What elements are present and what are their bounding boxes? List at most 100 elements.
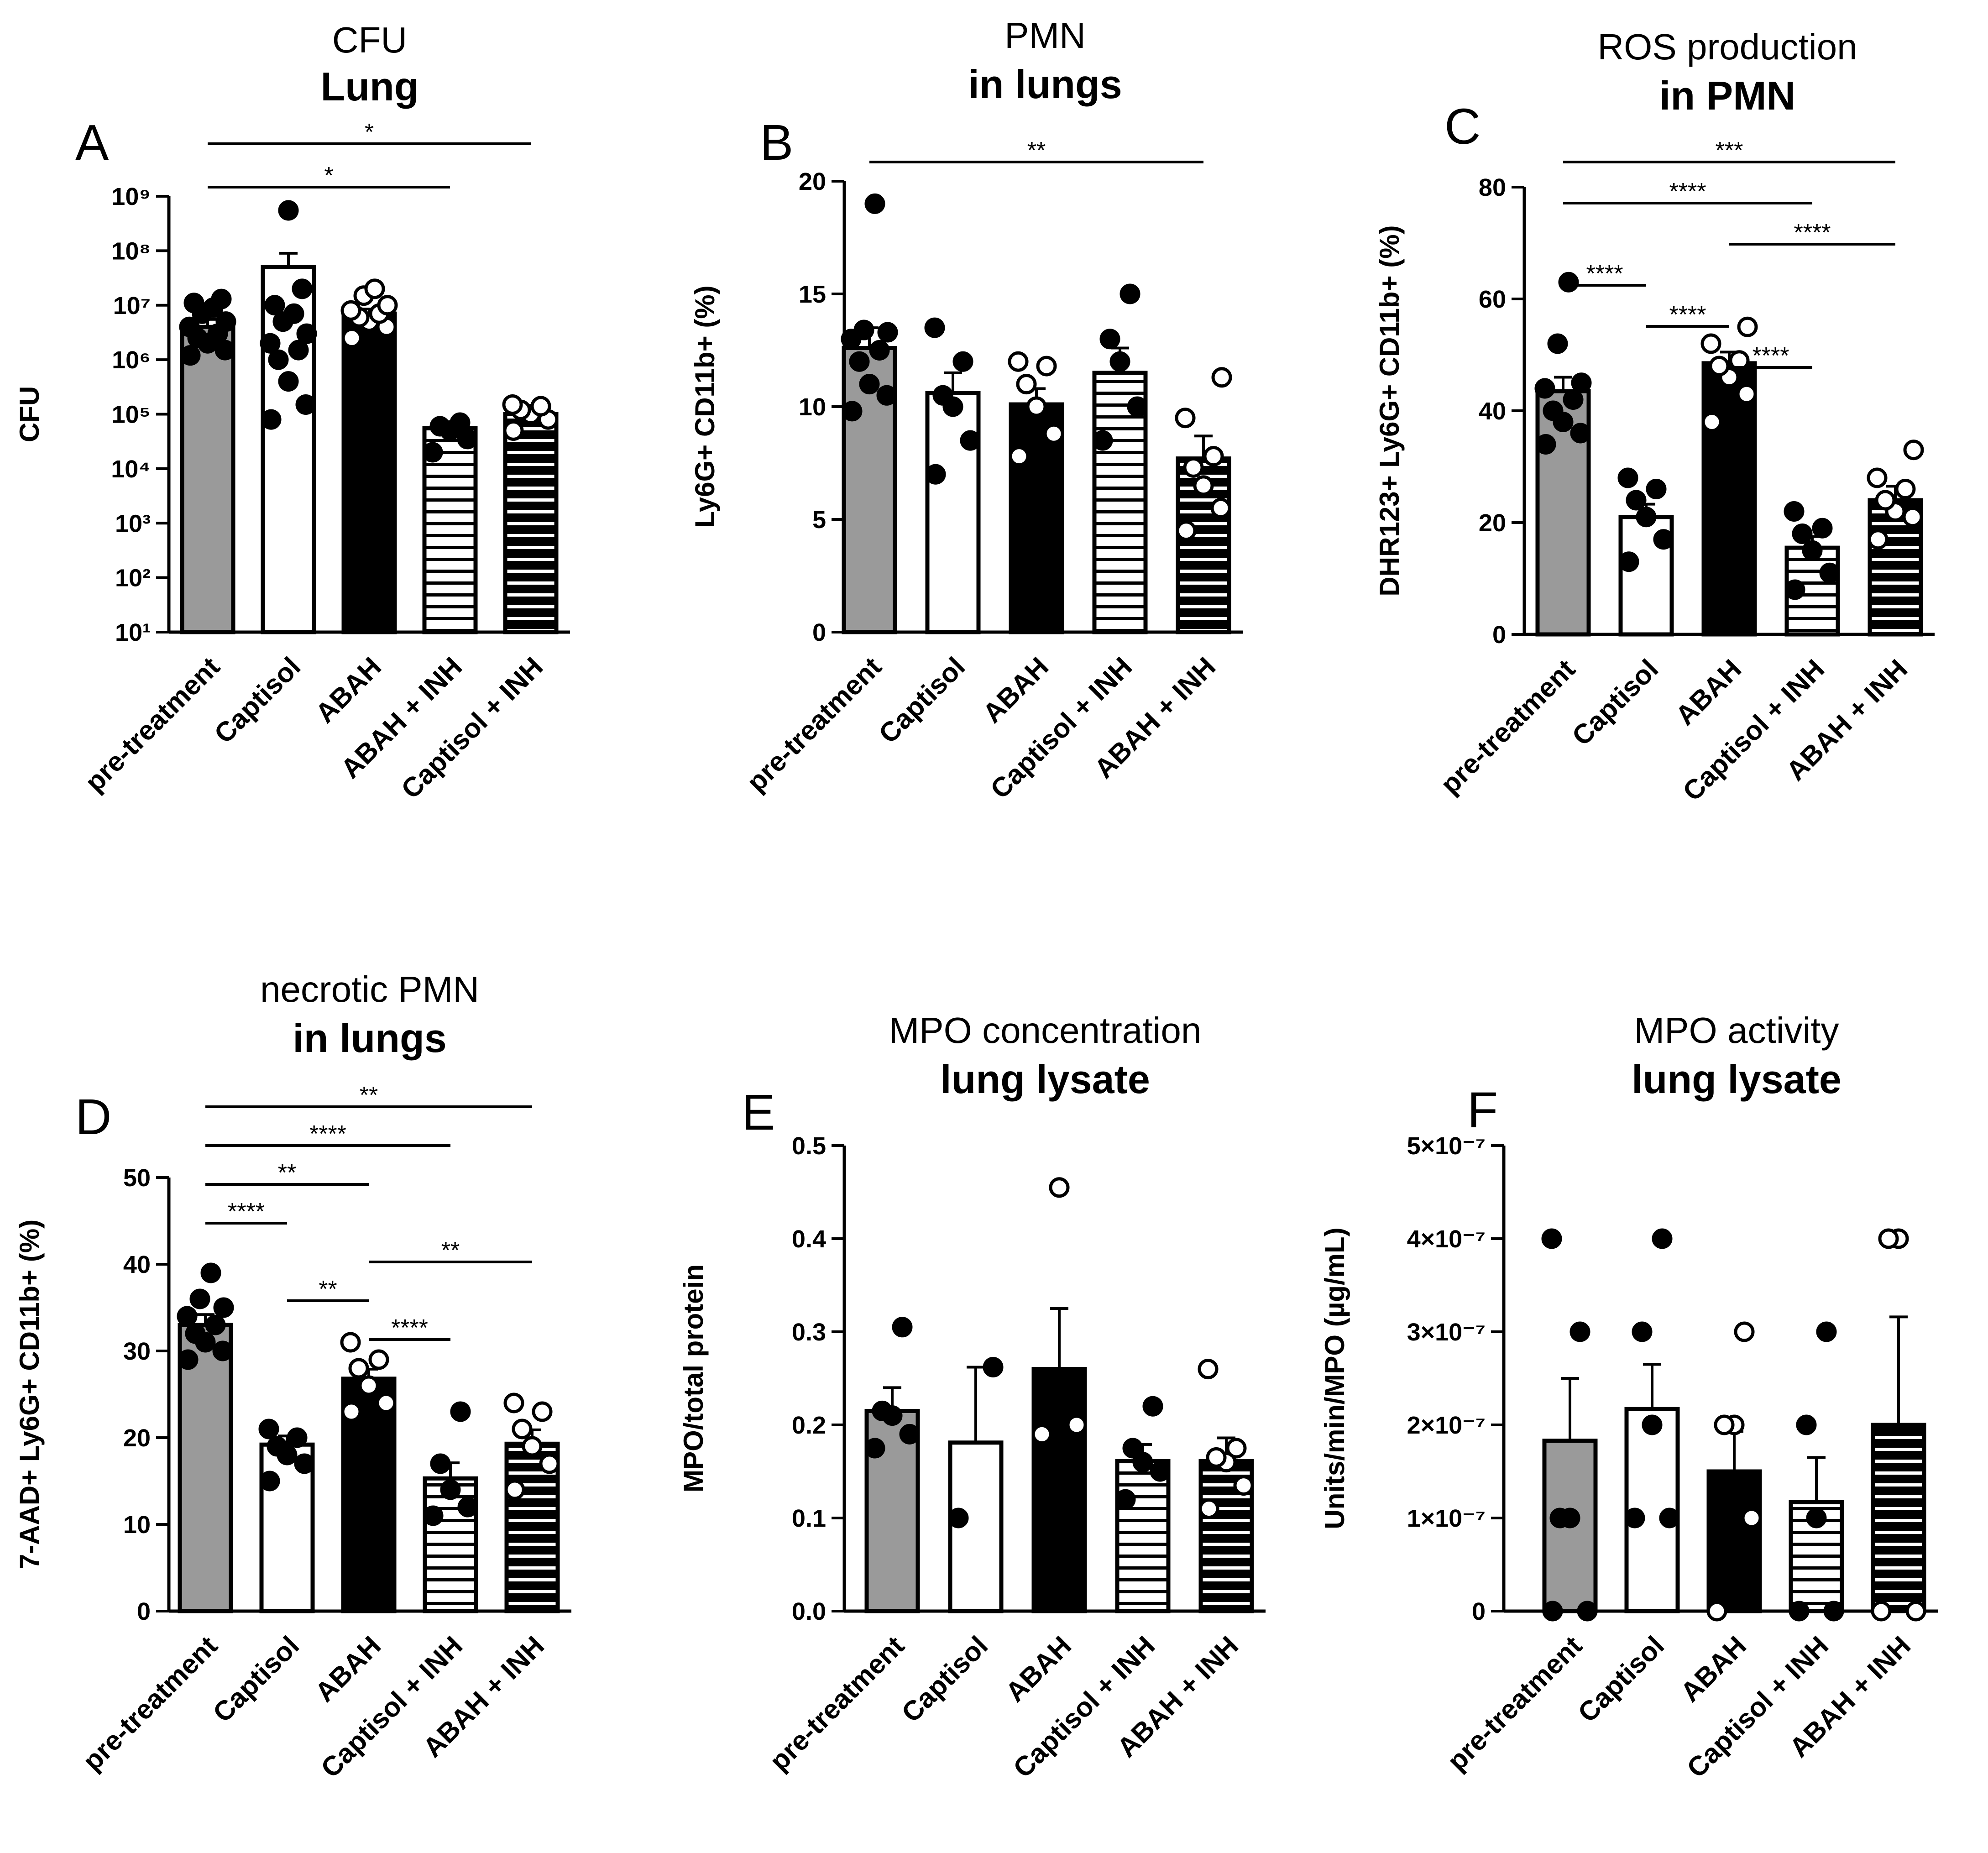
y-axis-label: Ly6G+ CD11b+ (%) (690, 285, 720, 528)
data-point (1784, 579, 1805, 600)
significance-label: **** (1794, 220, 1831, 246)
data-point (214, 340, 235, 361)
data-point (358, 1375, 379, 1396)
x-category-label: ABAH (1669, 654, 1747, 731)
data-point (1198, 1498, 1219, 1519)
data-point (440, 1479, 461, 1500)
significance-label: * (324, 162, 333, 189)
data-point (1734, 1321, 1755, 1342)
data-point (1570, 423, 1591, 444)
data-point (259, 1471, 280, 1492)
data-point (1176, 520, 1197, 541)
bar-d-0 (178, 1323, 233, 1613)
data-point (1031, 1424, 1052, 1445)
data-point (1569, 1321, 1590, 1342)
data-point (1183, 457, 1204, 478)
data-point (258, 1419, 279, 1439)
y-tick-label: 30 (123, 1338, 151, 1365)
significance-label: **** (1669, 178, 1706, 205)
data-point (948, 1508, 969, 1528)
data-point (1618, 551, 1639, 572)
x-category-label: ABAH (1674, 1630, 1752, 1708)
data-point (180, 345, 201, 366)
y-tick-label: 10⁶ (112, 346, 151, 374)
chart-subtitle: lung lysate (940, 1057, 1150, 1102)
x-category-label: Captisol (873, 651, 971, 749)
chart-subtitle: in lungs (293, 1015, 446, 1061)
data-point (296, 323, 317, 344)
data-point (1802, 540, 1823, 561)
data-point (341, 1401, 362, 1422)
data-point (924, 317, 945, 338)
data-point (859, 374, 880, 395)
data-point (503, 420, 524, 441)
y-tick-label: 0 (1472, 1598, 1486, 1625)
data-point (278, 200, 299, 221)
data-point (1142, 1396, 1163, 1417)
data-point (200, 1262, 221, 1283)
data-point (1549, 1508, 1570, 1528)
x-category-label: pre-treatment (764, 1630, 910, 1777)
significance-label: ** (360, 1082, 378, 1109)
data-point (213, 1297, 234, 1318)
data-point (1206, 1447, 1227, 1468)
y-axis-label: CFU (14, 386, 45, 442)
data-point (960, 430, 981, 451)
data-point (1066, 1414, 1087, 1435)
x-category-label: Captisol + INH (1677, 654, 1830, 807)
data-point (932, 385, 953, 406)
chart-title: CFU (332, 20, 407, 60)
y-tick-label: 0.3 (792, 1319, 826, 1346)
data-point (268, 349, 289, 370)
data-point (1823, 1601, 1844, 1622)
x-category-label: pre-treatment (77, 1630, 223, 1777)
data-point (1812, 518, 1833, 539)
data-point (1049, 1177, 1070, 1198)
data-point (522, 1436, 543, 1457)
x-category-label: Captisol + INH (395, 651, 549, 805)
significance-label: ** (278, 1160, 296, 1186)
data-point (1092, 430, 1113, 451)
data-point (1120, 283, 1140, 304)
data-point (1571, 372, 1592, 393)
y-tick-label: 10¹ (115, 619, 151, 646)
x-category-label: Captisol (208, 651, 306, 749)
data-point (288, 340, 309, 361)
y-tick-label: 0 (1492, 621, 1506, 649)
data-point (1210, 497, 1231, 518)
data-point (457, 1497, 478, 1518)
y-tick-label: 20 (123, 1424, 151, 1452)
data-point (1150, 1461, 1171, 1482)
data-point (1871, 1601, 1892, 1622)
bar-f-4 (1871, 1423, 1926, 1613)
y-tick-label: 15 (799, 281, 826, 308)
significance-label: ** (1027, 137, 1046, 164)
data-point (260, 333, 281, 354)
y-tick-label: 10⁵ (112, 401, 151, 429)
data-point (340, 1332, 361, 1353)
data-point (292, 278, 313, 299)
x-category-label: Captisol + INH (315, 1630, 468, 1784)
data-point (1784, 501, 1805, 522)
y-tick-label: 10³ (115, 510, 151, 537)
panel-letter: C (1444, 99, 1481, 155)
data-point (1099, 329, 1120, 350)
data-point (189, 1288, 210, 1309)
y-axis-label: DHR123+ Ly6G+ CD11b+ (%) (1374, 225, 1405, 596)
data-point (1701, 412, 1722, 432)
data-point (341, 328, 362, 349)
data-point (211, 288, 232, 309)
data-point (1624, 1508, 1645, 1528)
data-point (423, 1505, 444, 1526)
x-category-label: ABAH (309, 651, 387, 729)
x-category-label: Captisol + INH (984, 651, 1138, 805)
data-point (212, 1340, 233, 1361)
y-tick-label: 0 (137, 1598, 151, 1625)
data-point (1737, 316, 1758, 337)
data-point (877, 322, 898, 343)
y-tick-label: 80 (1479, 174, 1506, 201)
data-point (1541, 1228, 1562, 1249)
y-tick-label: 10 (123, 1511, 151, 1539)
significance-label: **** (1753, 343, 1789, 369)
